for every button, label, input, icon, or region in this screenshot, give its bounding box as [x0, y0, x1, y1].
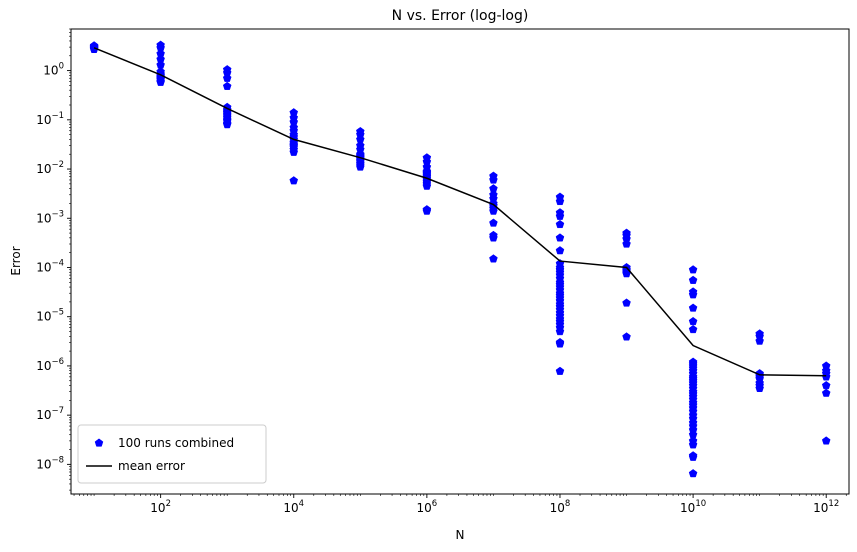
y-tick-label: 10−7 — [36, 406, 64, 422]
scatter-point — [555, 211, 565, 220]
scatter-point — [688, 452, 698, 461]
scatter-point — [289, 176, 299, 185]
y-tick-base: 10 — [36, 260, 51, 274]
scatter-point — [489, 254, 498, 263]
y-tick-label: 100 — [43, 62, 64, 78]
y-tick-exponent: −3 — [51, 209, 64, 219]
scatter-point — [555, 327, 565, 336]
plot-marks — [89, 40, 831, 478]
y-tick-base: 10 — [36, 457, 51, 471]
x-tick-exponent: 8 — [565, 499, 570, 509]
scatter-point — [688, 265, 698, 274]
x-tick-base: 10 — [417, 501, 432, 515]
scatter-point — [555, 196, 565, 206]
x-tick-base: 10 — [813, 501, 828, 515]
y-tick-label: 10−8 — [36, 455, 64, 471]
legend-label-line: mean error — [118, 459, 185, 473]
scatter-point — [356, 162, 365, 171]
y-tick-exponent: −8 — [51, 455, 64, 465]
x-tick-base: 10 — [150, 501, 165, 515]
scatter-point — [422, 206, 432, 215]
scatter-point — [489, 218, 498, 227]
x-tick-exponent: 6 — [432, 499, 437, 509]
y-tick-exponent: −2 — [51, 160, 64, 170]
y-tick-exponent: −1 — [51, 111, 64, 121]
x-tick-label: 102 — [150, 499, 171, 515]
legend: 100 runs combined mean error — [77, 424, 267, 484]
legend-label-scatter: 100 runs combined — [118, 436, 234, 450]
x-tick-exponent: 2 — [166, 499, 171, 509]
x-tick-label: 104 — [283, 499, 304, 515]
y-tick-base: 10 — [36, 359, 51, 373]
scatter-point — [422, 181, 432, 190]
scatter-point — [156, 77, 165, 86]
scatter-point — [622, 332, 631, 341]
scatter-point — [755, 336, 764, 345]
y-tick-exponent: −4 — [51, 258, 64, 268]
scatter-point — [555, 246, 565, 255]
y-tick-base: 10 — [36, 211, 51, 225]
scatter-point — [821, 436, 831, 445]
scatter-point — [688, 324, 698, 334]
scatter-point — [222, 120, 232, 129]
scatter-point — [555, 219, 565, 229]
x-tick-base: 10 — [283, 501, 298, 515]
x-axis: 102 104 106 108 1010 1012 — [73, 494, 847, 515]
scatter-point — [489, 175, 498, 184]
scatter-point — [688, 469, 698, 478]
chart-title: N vs. Error (log-log) — [392, 8, 529, 24]
y-tick-label: 10−3 — [36, 209, 64, 225]
scatter-point — [555, 339, 565, 348]
x-tick-label: 108 — [550, 499, 571, 515]
scatter-point — [289, 147, 299, 156]
y-axis-label: Error — [9, 246, 23, 275]
scatter-point — [688, 316, 698, 326]
x-axis-label: N — [456, 528, 465, 542]
y-tick-label: 10−6 — [36, 357, 64, 373]
scatter-point — [688, 275, 698, 284]
scatter-point — [222, 73, 232, 82]
scatter-point — [688, 440, 698, 449]
scatter-point — [688, 303, 698, 312]
x-tick-base: 10 — [550, 501, 565, 515]
y-tick-exponent: −7 — [51, 406, 64, 416]
y-tick-base: 10 — [36, 113, 51, 127]
legend-marker-scatter — [94, 438, 104, 447]
scatter-point — [821, 388, 831, 397]
y-tick-base: 10 — [36, 162, 51, 176]
scatter-point — [489, 233, 498, 242]
x-tick-label: 1010 — [680, 499, 706, 515]
x-tick-label: 1012 — [813, 499, 839, 515]
y-tick-base: 10 — [36, 310, 51, 324]
scatter-point — [222, 81, 232, 90]
scatter-point — [688, 290, 698, 299]
y-tick-label: 10−2 — [36, 160, 64, 176]
x-tick-label: 106 — [417, 499, 438, 515]
y-tick-exponent: 0 — [59, 62, 64, 72]
scatter-point — [755, 383, 764, 393]
x-tick-exponent: 10 — [695, 499, 706, 509]
y-tick-base: 10 — [43, 64, 58, 78]
y-tick-label: 10−4 — [36, 258, 64, 274]
scatter-point — [622, 298, 631, 307]
x-tick-exponent: 4 — [299, 499, 304, 509]
x-tick-exponent: 12 — [828, 499, 839, 509]
scatter-point — [89, 43, 99, 52]
y-tick-exponent: −6 — [51, 357, 64, 367]
plot-frame — [70, 28, 850, 495]
scatter-point — [555, 366, 565, 375]
x-tick-base: 10 — [680, 501, 695, 515]
mean-error-line — [93, 47, 827, 377]
y-tick-label: 10−1 — [36, 111, 64, 127]
scatter-point — [555, 233, 565, 242]
legend-box — [77, 424, 267, 484]
scatter-point — [489, 206, 498, 215]
y-tick-base: 10 — [36, 408, 51, 422]
scatter-point — [622, 239, 631, 248]
y-tick-label: 10−5 — [36, 308, 64, 324]
y-tick-exponent: −5 — [51, 308, 64, 318]
